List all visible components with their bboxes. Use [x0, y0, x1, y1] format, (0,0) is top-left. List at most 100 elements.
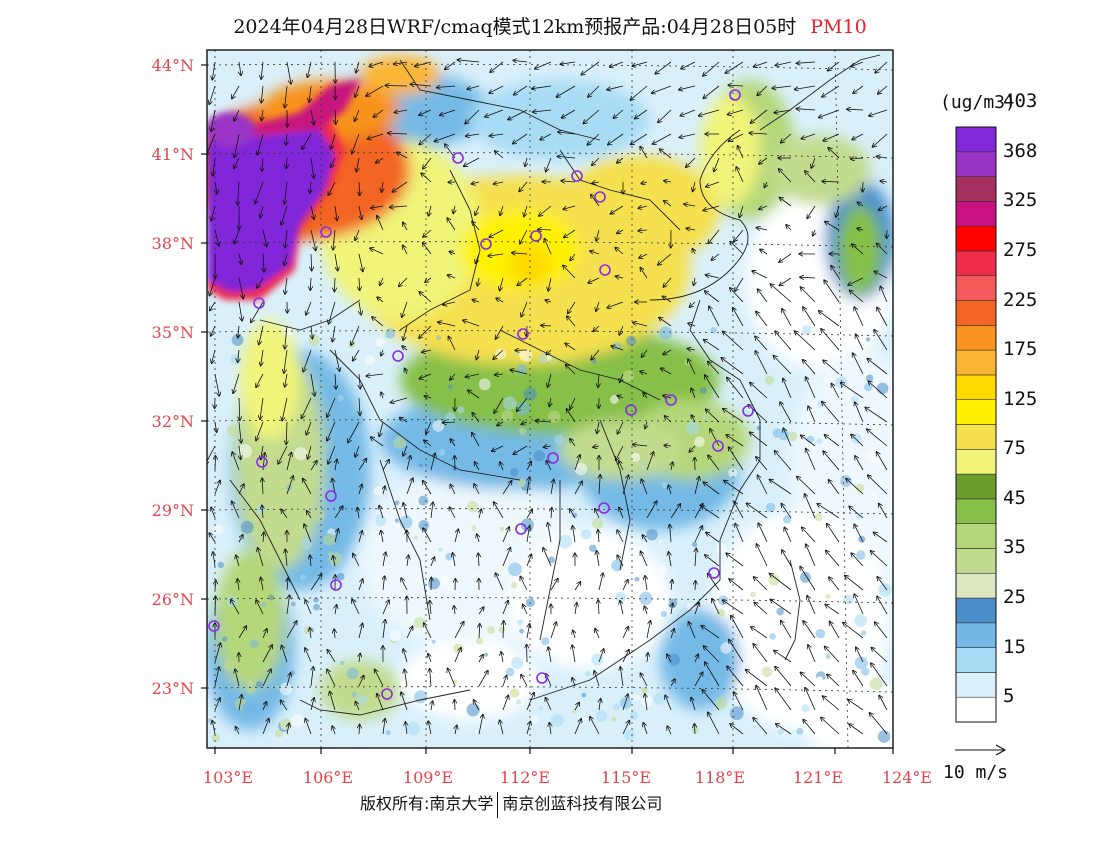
field-speckle — [432, 420, 445, 432]
wind-arrow — [472, 222, 480, 231]
wind-arrow — [450, 439, 456, 447]
wind-arrow — [232, 501, 240, 519]
wind-arrow — [348, 421, 360, 443]
wind-arrow — [282, 397, 288, 421]
wind-arrow — [497, 422, 504, 426]
wind-arrow — [706, 181, 720, 187]
wind-arrow — [631, 133, 648, 144]
wind-arrow — [490, 134, 504, 136]
wind-arrow — [665, 416, 672, 423]
field-speckle — [275, 729, 284, 738]
wind-arrow — [359, 205, 362, 219]
lon-label: 112°E — [500, 768, 550, 787]
field-speckle — [466, 703, 480, 717]
wind-arrow — [450, 485, 456, 495]
wind-arrow — [776, 724, 792, 735]
wind-arrow — [874, 271, 888, 279]
wind-arrow — [502, 601, 508, 615]
wind-arrow — [873, 532, 888, 543]
colorbar-label: 403 — [1003, 90, 1038, 113]
field-speckle — [595, 710, 608, 722]
wind-key-arrow — [955, 744, 1007, 756]
field-speckle — [878, 583, 892, 597]
wind-arrow — [358, 676, 364, 687]
wind-arrow — [597, 551, 600, 567]
wind-arrow — [779, 277, 792, 286]
station-marker — [452, 152, 464, 164]
colorbar — [955, 126, 997, 723]
wind-arrow — [419, 373, 432, 379]
station-marker — [712, 440, 724, 452]
wind-arrow — [449, 252, 456, 255]
wind-arrow — [286, 476, 293, 495]
station-marker — [253, 297, 265, 309]
wind-arrow — [714, 157, 720, 172]
field-speckle — [509, 467, 519, 477]
wind-arrow — [285, 325, 287, 349]
wind-arrow — [736, 167, 744, 183]
wind-arrow — [494, 502, 504, 519]
wind-arrow — [367, 133, 384, 139]
wind-arrow — [533, 110, 552, 112]
field-speckle — [686, 421, 700, 435]
wind-arrow — [334, 253, 338, 271]
wind-arrow — [760, 249, 768, 255]
wind-arrow — [567, 409, 576, 423]
wind-arrow — [753, 644, 768, 663]
wind-arrow — [355, 109, 360, 121]
wind-arrow — [851, 434, 864, 447]
wind-arrow — [303, 479, 312, 495]
wind-arrow — [525, 157, 527, 166]
wind-arrow — [643, 393, 647, 399]
wind-arrow — [359, 301, 361, 315]
wind-arrow — [430, 601, 431, 615]
wind-arrow — [234, 157, 240, 168]
field-speckle — [615, 591, 627, 603]
field-speckle — [646, 529, 658, 541]
wind-arrow — [704, 340, 720, 351]
wind-arrow — [646, 501, 657, 519]
wind-arrow — [233, 373, 240, 393]
wind-arrow — [775, 451, 792, 471]
field-speckle — [699, 387, 707, 394]
wind-arrow — [871, 663, 888, 687]
wind-arrow — [376, 157, 384, 163]
wind-arrow — [211, 325, 216, 336]
colorbar-swatch — [955, 523, 997, 549]
wind-arrow — [426, 421, 432, 434]
wind-arrow — [775, 667, 792, 687]
wind-arrow — [877, 308, 888, 327]
field-speckle — [280, 718, 292, 731]
wind-arrow — [394, 62, 408, 64]
wind-arrow — [641, 551, 648, 567]
field-speckle — [825, 654, 831, 659]
wind-arrow — [471, 182, 480, 184]
station-marker — [742, 405, 754, 417]
field-speckle — [471, 525, 477, 531]
field-speckle — [619, 697, 632, 709]
field-speckle — [546, 355, 552, 361]
wind-arrow — [428, 721, 431, 735]
wind-arrow — [855, 402, 864, 423]
wind-arrow — [526, 461, 531, 471]
wind-arrow — [642, 535, 648, 543]
wind-arrow — [232, 85, 240, 99]
wind-arrow — [286, 421, 287, 444]
wind-arrow — [401, 578, 408, 591]
wind-arrow — [496, 298, 504, 303]
field-speckle — [865, 374, 874, 382]
wind-arrow — [730, 242, 744, 255]
wind-arrow — [632, 61, 648, 66]
field-speckle — [624, 729, 635, 741]
wind-arrow — [770, 284, 792, 303]
field-speckle — [457, 406, 465, 414]
wind-arrow — [756, 312, 768, 327]
wind-arrow — [664, 201, 672, 207]
wind-arrow — [286, 61, 291, 84]
wind-arrow — [668, 485, 671, 495]
wind-arrow — [595, 629, 600, 639]
field-speckle — [796, 727, 804, 735]
wind-arrow — [523, 604, 528, 615]
wind-arrow — [215, 596, 216, 615]
